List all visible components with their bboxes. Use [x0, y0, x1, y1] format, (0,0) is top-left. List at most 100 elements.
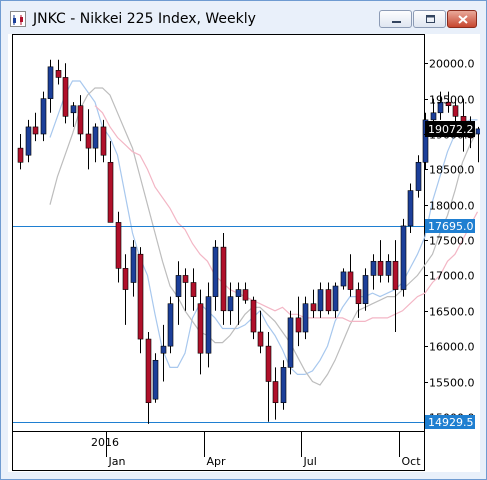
candle: [250, 296, 257, 340]
candle: [137, 247, 144, 354]
x-tick-label: Jan: [108, 455, 126, 468]
candle-body: [235, 289, 242, 297]
candle: [302, 296, 309, 340]
candle: [220, 233, 227, 325]
candle-body: [355, 289, 362, 305]
candle: [55, 59, 62, 85]
candle-body: [325, 289, 332, 312]
candle: [370, 254, 377, 290]
candle: [265, 332, 272, 422]
candle: [437, 91, 444, 120]
candle-body: [40, 98, 47, 135]
candle: [257, 310, 264, 354]
candle-body: [55, 70, 62, 78]
candle-body: [25, 126, 32, 156]
candle: [130, 240, 137, 297]
y-tick-label: 17500.0: [429, 235, 475, 248]
candle: [355, 282, 362, 318]
candle-body: [317, 289, 324, 312]
candle-body: [280, 367, 287, 404]
candle: [40, 91, 47, 142]
y-tick-label: 16500.0: [429, 306, 475, 319]
candle-body: [385, 260, 392, 276]
time-axis-frame: [12, 431, 425, 471]
candle: [280, 360, 287, 410]
candle-body: [197, 303, 204, 354]
close-button[interactable]: [447, 10, 477, 28]
candle-body: [137, 253, 144, 340]
candle-body: [107, 161, 114, 223]
candle: [272, 367, 279, 420]
x-tick-label: Jul: [303, 455, 317, 468]
hline-price-tag: [425, 415, 475, 429]
candle-body: [257, 331, 264, 347]
minimize-button[interactable]: [379, 10, 412, 28]
x-tick-label: Apr: [207, 455, 227, 468]
candle: [160, 324, 167, 382]
price-chart[interactable]: 20000.019500.019000.018500.018000.017500…: [8, 34, 480, 472]
candle: [17, 134, 24, 170]
y-tick-label: 15500.0: [429, 377, 475, 390]
candle: [115, 211, 122, 283]
hline-price-label: 14929.5: [428, 416, 474, 429]
candle-body: [445, 101, 452, 107]
maximize-button[interactable]: [413, 10, 446, 28]
candle: [47, 59, 54, 113]
candle: [145, 332, 152, 424]
candle-body: [212, 246, 219, 297]
candle: [92, 123, 99, 163]
candle-body: [17, 147, 24, 163]
candle-body: [152, 359, 159, 400]
candle-body: [370, 260, 377, 276]
candle: [377, 240, 384, 283]
y-tick-label: 18500.0: [429, 164, 475, 177]
candle: [25, 119, 32, 163]
candle: [415, 155, 422, 198]
candle: [362, 268, 369, 311]
candle-body: [452, 105, 459, 117]
y-tick-label: 16000.0: [429, 341, 475, 354]
candle: [242, 282, 249, 304]
candle-body: [92, 126, 99, 149]
candle-body: [220, 246, 227, 312]
candle: [325, 282, 332, 315]
candle: [475, 126, 480, 163]
candle-body: [77, 105, 84, 135]
candle-body: [62, 77, 69, 117]
candle: [347, 254, 354, 297]
close-icon: [458, 15, 468, 24]
candle-body: [190, 282, 197, 297]
candle-body: [475, 128, 480, 135]
candle-body: [287, 317, 294, 368]
candle: [212, 240, 219, 311]
candle-body: [115, 222, 122, 269]
chart-background: [8, 34, 480, 472]
candle-body: [347, 271, 354, 290]
candle-body: [332, 285, 339, 312]
title-bar[interactable]: JNKC - Nikkei 225 Index, Weekly: [1, 1, 486, 37]
candle-body: [302, 303, 309, 333]
candle-body: [415, 161, 422, 191]
candle-body: [377, 260, 384, 276]
candle-body: [310, 303, 317, 312]
hline-price-label: 17695.0: [428, 220, 474, 233]
candle-body: [250, 299, 257, 333]
candle-body: [175, 275, 182, 297]
candle: [310, 289, 317, 318]
candle-body: [392, 260, 399, 290]
candle: [287, 310, 294, 375]
candle-body: [85, 133, 92, 149]
chart-window-icon: [10, 11, 26, 27]
candles: [17, 59, 480, 424]
candle: [317, 282, 324, 318]
x-tick-label: Oct: [402, 455, 422, 468]
candle-body: [400, 225, 407, 290]
candle-body: [100, 126, 107, 156]
candle-body: [130, 246, 137, 283]
candle-body: [70, 105, 77, 114]
candle-body: [362, 275, 369, 305]
y-tick-label: 20000.0: [429, 58, 475, 71]
candle-body: [272, 381, 279, 404]
minimize-icon: [392, 21, 401, 23]
